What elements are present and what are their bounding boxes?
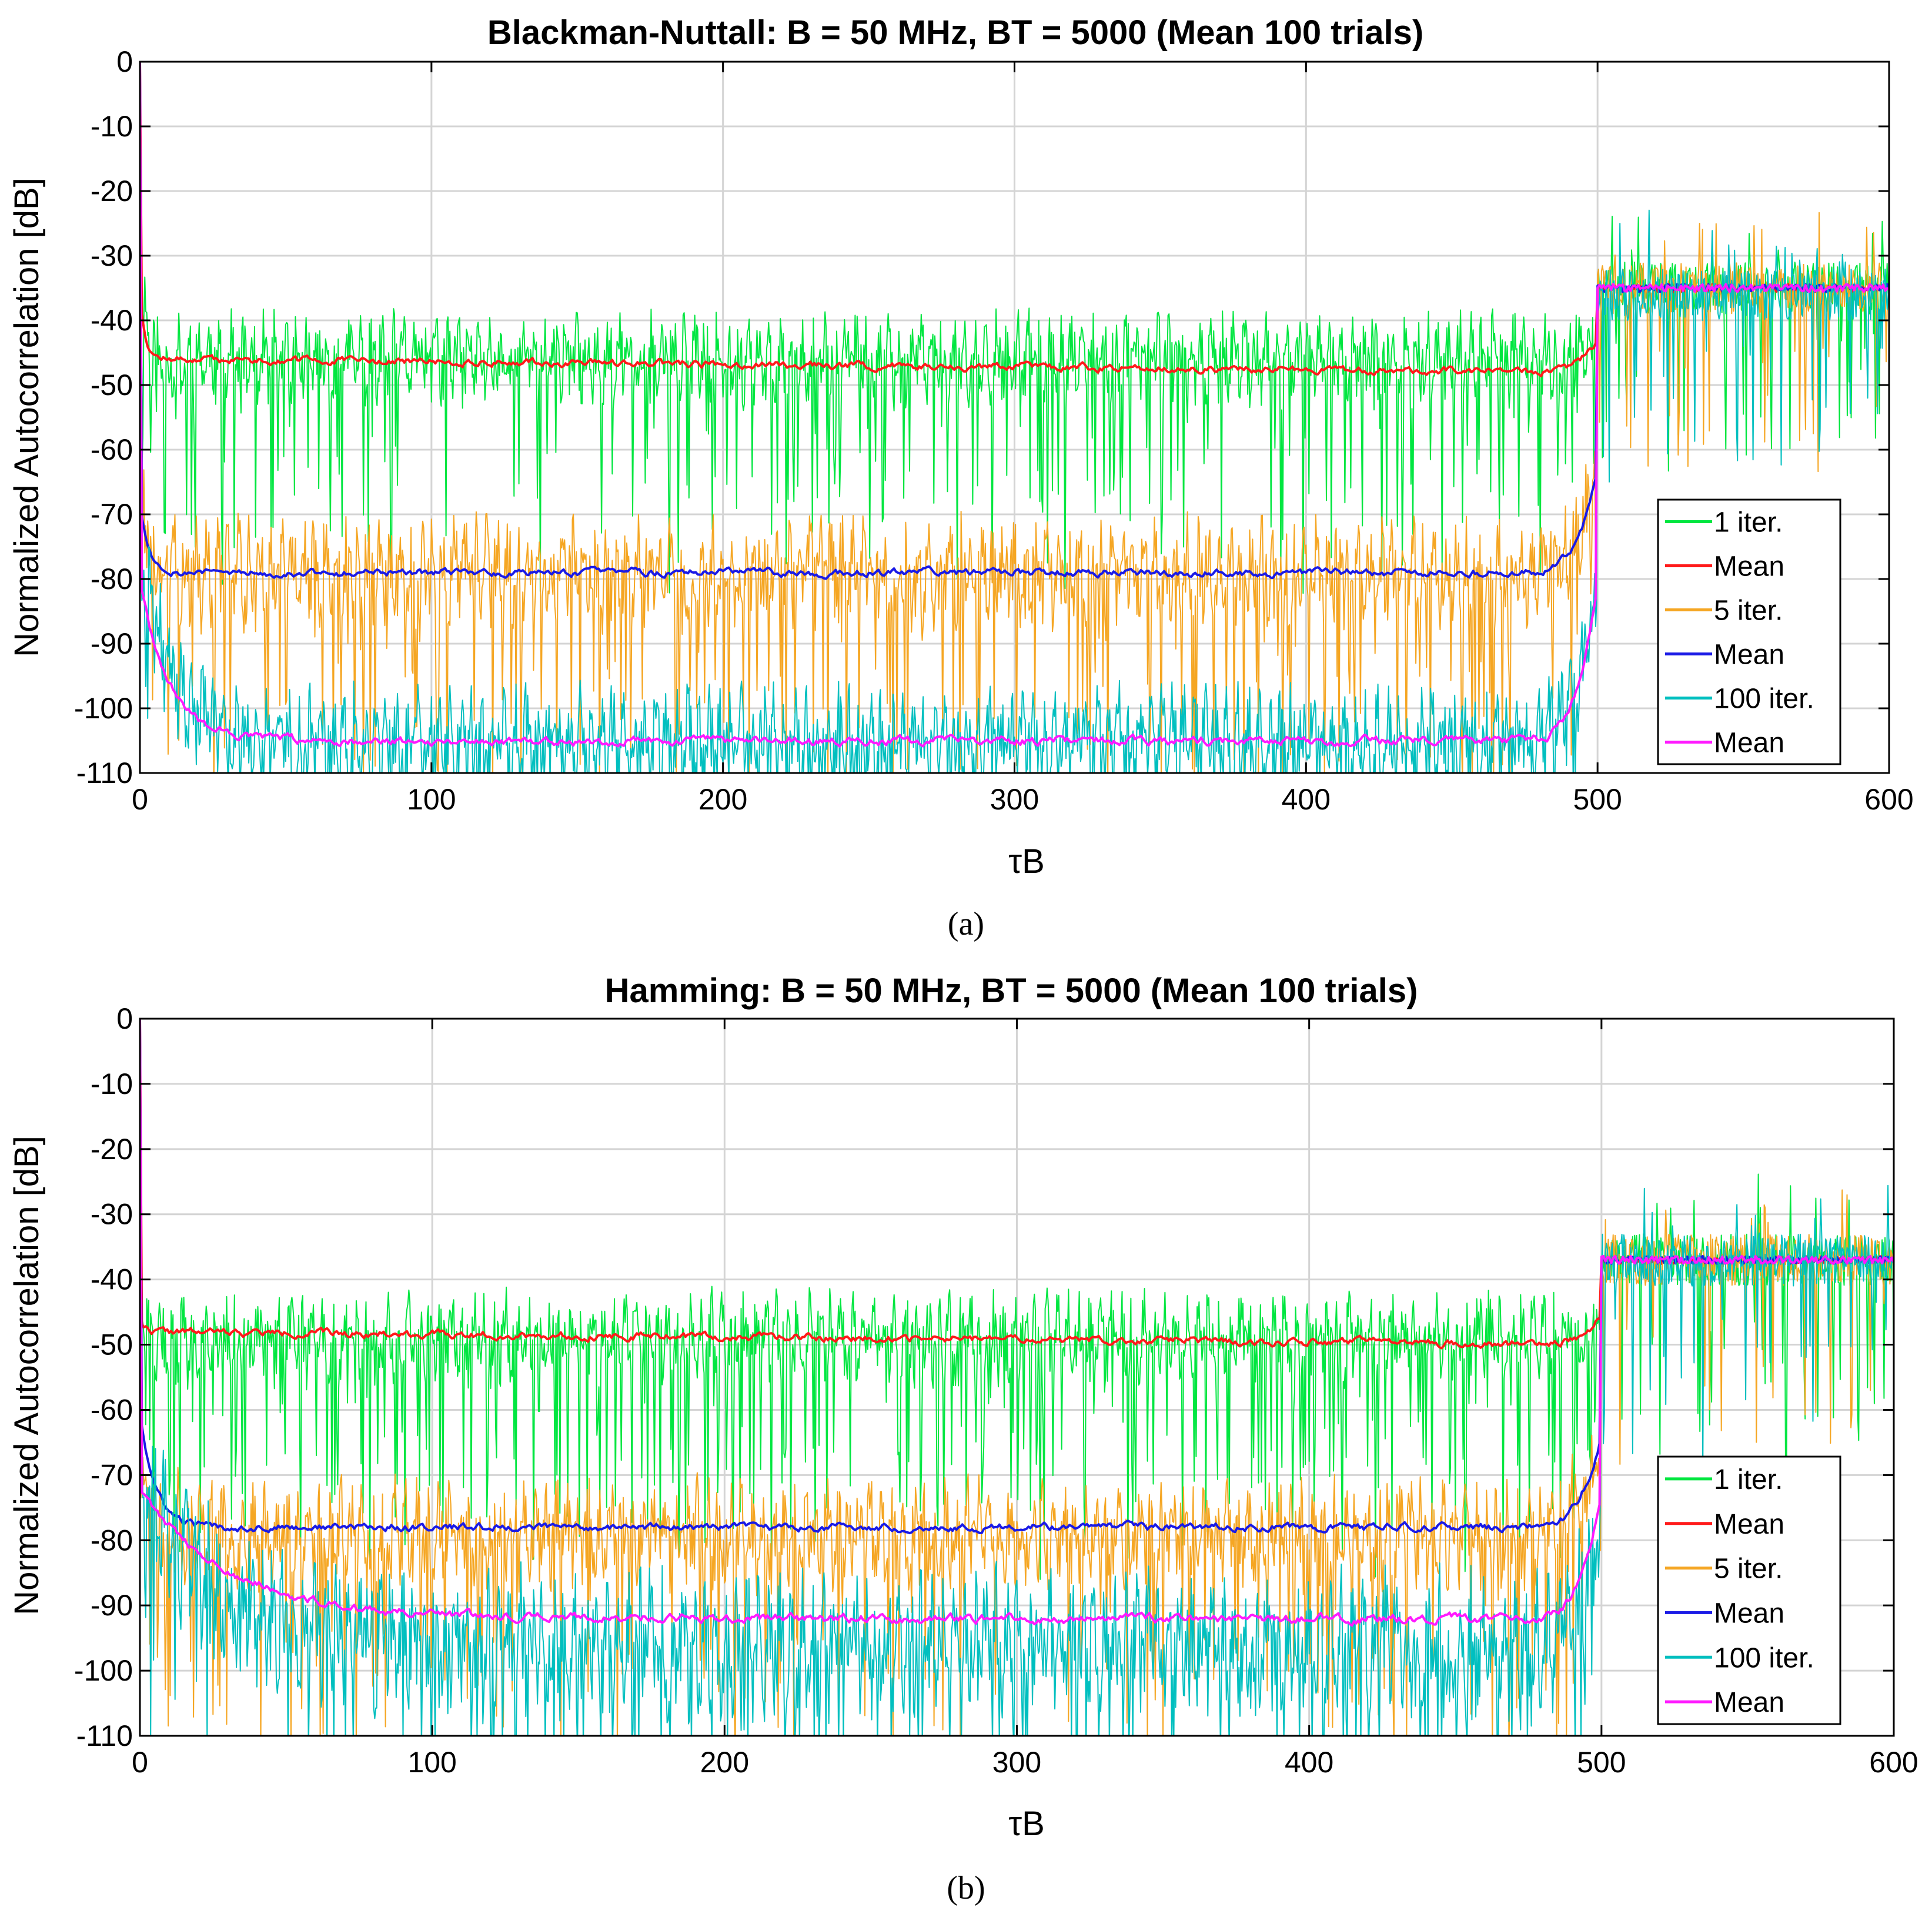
y-tick-label: 0 <box>116 45 133 78</box>
y-tick-label: -40 <box>91 304 133 337</box>
panel-a-legend: 1 iter. Mean 5 iter. Mean 100 iter. Mean <box>1657 498 1841 765</box>
panel-b-xlabel: τB <box>1008 1805 1045 1843</box>
y-tick-label: -90 <box>91 1589 133 1622</box>
legend-label: 1 iter. <box>1714 1464 1783 1495</box>
y-tick-label: -80 <box>91 563 133 595</box>
x-tick-label: 400 <box>1282 783 1331 816</box>
panel-b-title: Hamming: B = 50 MHz, BT = 5000 (Mean 100… <box>605 972 1418 1010</box>
x-tick-label: 100 <box>407 783 456 816</box>
y-tick-label: -10 <box>91 1067 133 1100</box>
y-tick-label: -60 <box>91 433 133 466</box>
x-tick-label: 400 <box>1285 1746 1333 1779</box>
y-tick-label: -110 <box>76 1719 133 1752</box>
y-tick-label: -110 <box>76 757 133 789</box>
y-tick-label: -10 <box>91 110 133 143</box>
series-line <box>140 62 1889 748</box>
legend-label: Mean <box>1714 1598 1784 1629</box>
x-tick-label: 0 <box>132 783 148 816</box>
y-tick-label: -60 <box>91 1393 133 1426</box>
x-tick-label: 500 <box>1577 1746 1626 1779</box>
y-tick-label: -100 <box>74 1654 133 1687</box>
y-tick-label: -50 <box>91 1328 133 1361</box>
panel-a-ylabel: Normalized Autocorrelation [dB] <box>8 178 46 657</box>
y-tick-label: -20 <box>91 1133 133 1166</box>
legend-label: 100 iter. <box>1714 684 1814 715</box>
legend-label: 100 iter. <box>1714 1642 1814 1674</box>
panel-a-caption: (a) <box>948 906 984 942</box>
legend-label: Mean <box>1714 1509 1784 1540</box>
panel-b-legend: 1 iter. Mean 5 iter. Mean 100 iter. Mean <box>1657 1455 1841 1725</box>
x-tick-label: 600 <box>1864 783 1913 816</box>
panel-a-ticks: 0 100 200 300 400 500 600 0 -10 -20 -30 -40 -50 -60 -7… <box>74 45 1914 816</box>
series-line <box>140 62 1889 773</box>
legend-label: Mean <box>1714 640 1784 671</box>
legend-label: 5 iter. <box>1714 1554 1783 1585</box>
panel-a-xlabel: τB <box>1008 842 1045 881</box>
panel-a-legend-box <box>1657 498 1841 765</box>
legend-label: 1 iter. <box>1714 507 1783 538</box>
y-tick-label: -50 <box>91 369 133 401</box>
panel-b-legend-items: 1 iter. Mean 5 iter. Mean 100 iter. Mean <box>1665 1464 1814 1718</box>
panel-b-legend-box <box>1657 1455 1841 1725</box>
x-tick-label: 100 <box>407 1746 456 1779</box>
y-tick-label: -70 <box>91 1458 133 1491</box>
panel-a-title: Blackman-Nuttall: B = 50 MHz, BT = 5000 … <box>487 14 1423 52</box>
y-tick-label: -40 <box>91 1263 133 1296</box>
panel-b-plot-area <box>140 1019 1894 1736</box>
panel-b: Hamming: B = 50 MHz, BT = 5000 (Mean 100… <box>8 972 1918 1906</box>
y-tick-label: -30 <box>91 1198 133 1231</box>
x-tick-label: 500 <box>1573 783 1622 816</box>
x-tick-label: 600 <box>1869 1746 1918 1779</box>
y-tick-label: -80 <box>91 1524 133 1557</box>
series-line <box>140 62 1889 580</box>
panel-b-ylabel: Normalized Autocorrelation [dB] <box>8 1136 46 1615</box>
x-tick-label: 200 <box>698 783 747 816</box>
panel-a-legend-items: 1 iter. Mean 5 iter. Mean 100 iter. Mean <box>1665 507 1814 759</box>
y-tick-label: 0 <box>116 1002 133 1035</box>
x-tick-label: 300 <box>990 783 1039 816</box>
panel-a-plot-area <box>140 62 1889 773</box>
y-tick-label: -100 <box>74 692 133 725</box>
panel-b-caption: (b) <box>947 1870 985 1906</box>
y-tick-label: -70 <box>91 498 133 531</box>
legend-label: Mean <box>1714 728 1784 759</box>
legend-label: 5 iter. <box>1714 595 1783 627</box>
series-line <box>140 1019 1894 1627</box>
panel-b-ticks: 0 100 200 300 400 500 600 0 -10 -20 -30 -40 -50 -60 -7… <box>74 1002 1918 1779</box>
y-tick-label: -20 <box>91 175 133 208</box>
x-tick-label: 200 <box>700 1746 749 1779</box>
x-tick-label: 300 <box>992 1746 1041 1779</box>
panel-a: Blackman-Nuttall: B = 50 MHz, BT = 5000 … <box>8 14 1914 942</box>
y-tick-label: -30 <box>91 239 133 272</box>
legend-label: Mean <box>1714 551 1784 583</box>
y-tick-label: -90 <box>91 627 133 660</box>
legend-label: Mean <box>1714 1687 1784 1718</box>
x-tick-label: 0 <box>132 1746 148 1779</box>
